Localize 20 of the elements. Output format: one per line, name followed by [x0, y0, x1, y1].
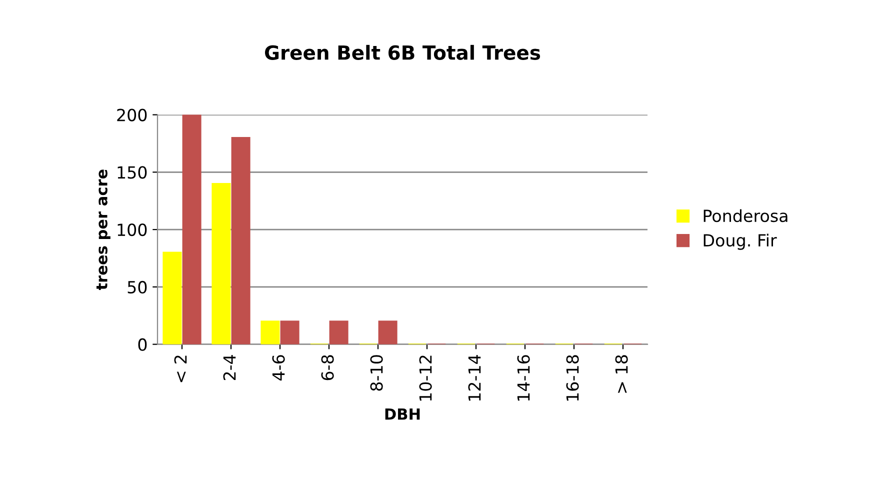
x-tick-label: 6-8	[321, 355, 334, 380]
y-tick-label: 150	[118, 166, 147, 179]
x-axis-title: DBH	[385, 408, 420, 420]
legend-label: Ponderosa	[704, 209, 788, 222]
x-tick-label: < 2	[174, 356, 187, 382]
x-tick-label: 14-16	[517, 355, 530, 401]
legend-label: Doug. Fir	[704, 234, 777, 250]
x-tick-label: 2-4	[223, 354, 236, 380]
x-tick-label: 10-12	[419, 356, 432, 401]
x-tick-label: 4-6	[272, 355, 285, 380]
x-tick-label: 8-10	[370, 355, 383, 391]
y-tick-label: 0	[138, 338, 147, 351]
x-tick-label: 12-14	[468, 354, 481, 401]
y-tick-label: 50	[128, 280, 147, 294]
x-tick-label: > 18	[615, 355, 628, 393]
chart-title: Green Belt 6B Total Trees	[264, 44, 540, 60]
y-tick-label: 100	[118, 224, 147, 236]
y-tick-label: 200	[117, 108, 147, 122]
y-axis-title: trees per acre	[96, 170, 110, 290]
x-tick-label: 16-18	[566, 355, 579, 401]
